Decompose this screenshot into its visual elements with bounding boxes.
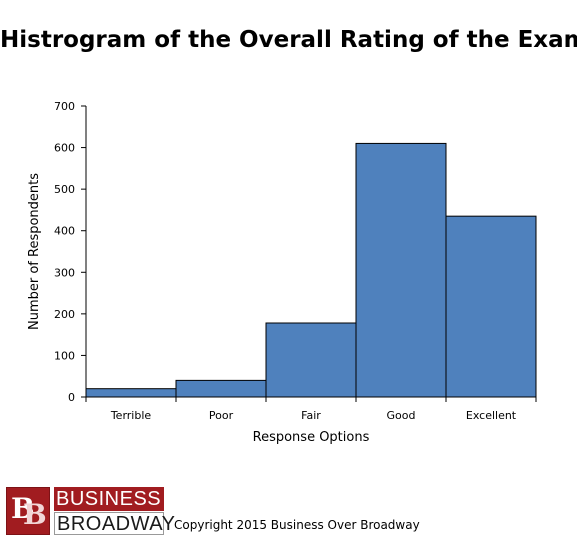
logo-letter: B bbox=[11, 492, 35, 525]
bar bbox=[445, 215, 537, 398]
bar bbox=[355, 142, 447, 398]
logo-wordmark-top: BUSINESS bbox=[54, 487, 164, 511]
y-tick-label: 200 bbox=[54, 308, 75, 321]
x-axis-title: Response Options bbox=[253, 430, 370, 445]
bar bbox=[175, 379, 267, 398]
x-axis-ticks: Terrible Poor Fair Good Excellent bbox=[85, 397, 537, 422]
logo-letter: B bbox=[23, 498, 47, 531]
x-tick-label: Good bbox=[387, 409, 416, 422]
bar bbox=[265, 322, 357, 398]
footer: B B BUSINESS BROADWAY Copyright 2015 Bus… bbox=[6, 487, 446, 535]
x-tick-label: Poor bbox=[209, 409, 234, 422]
bars bbox=[85, 142, 537, 398]
y-tick-label: 600 bbox=[54, 142, 75, 155]
y-tick-label: 100 bbox=[54, 349, 75, 362]
y-tick-label: 0 bbox=[68, 391, 75, 404]
bar bbox=[85, 388, 177, 398]
logo-wordmark-bottom: BROADWAY bbox=[54, 512, 175, 535]
y-tick-label: 700 bbox=[54, 100, 75, 113]
y-axis-title: Number of Respondents bbox=[27, 173, 42, 330]
y-tick-label: 400 bbox=[54, 225, 75, 238]
y-tick-label: 500 bbox=[54, 183, 75, 196]
x-tick-label: Terrible bbox=[110, 409, 152, 422]
copyright-text: Copyright 2015 Business Over Broadway bbox=[174, 518, 420, 532]
histogram-chart: 0 100 200 300 400 500 600 700 Terrible Poor Fair G… bbox=[27, 100, 537, 445]
x-tick-label: Excellent bbox=[466, 409, 517, 422]
chart-title: Histrogram of the Overall Rating of the … bbox=[0, 27, 577, 53]
logo-mark: B B bbox=[6, 487, 50, 535]
x-tick-label: Fair bbox=[301, 409, 321, 422]
y-tick-label: 300 bbox=[54, 266, 75, 279]
y-axis-ticks: 0 100 200 300 400 500 600 700 bbox=[54, 100, 86, 404]
